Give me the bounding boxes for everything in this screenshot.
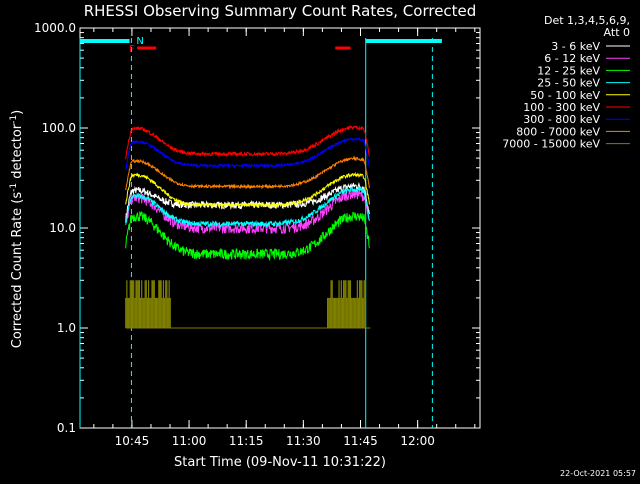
y-axis-label-main: Corrected Count Rate (s	[10, 192, 25, 349]
legend-header-line-1: Det 1,3,4,5,6,9,	[544, 14, 630, 27]
y-axis-label-end: )	[10, 110, 25, 115]
legend-label: 800 - 7000 keV	[516, 125, 600, 138]
series-line	[125, 186, 370, 229]
y-tick-label: 1.0	[57, 321, 76, 335]
flare-flag-label: F	[129, 44, 135, 55]
night-label: N	[136, 36, 143, 47]
legend-label: 50 - 100 keV	[530, 89, 600, 102]
y-axis-label-sup: -1	[9, 183, 19, 192]
y-tick-label: 10.0	[49, 221, 76, 235]
x-tick-label: 11:30	[286, 434, 321, 448]
y-axis-label: Corrected Count Rate (s-1 detector-1)	[9, 110, 25, 348]
series-line	[125, 137, 370, 171]
legend-label: 7000 - 15000 keV	[502, 138, 600, 151]
series-line	[125, 124, 370, 160]
x-tick-label: 11:45	[343, 434, 378, 448]
x-tick-label: 12:00	[400, 434, 435, 448]
y-axis-label-mid: detector	[10, 123, 25, 183]
legend-label: 12 - 25 keV	[537, 64, 600, 77]
series-line	[125, 189, 370, 236]
series-line	[125, 210, 370, 262]
chart-title: RHESSI Observing Summary Count Rates, Co…	[84, 2, 477, 20]
x-axis-label: Start Time (09-Nov-11 10:31:22)	[174, 455, 386, 470]
legend-label: 300 - 800 keV	[523, 113, 600, 126]
y-axis-label-sup2: -1	[9, 115, 19, 124]
x-tick-label: 10:45	[115, 434, 150, 448]
y-tick-label: 0.1	[57, 421, 76, 435]
y-tick-label: 100.0	[42, 121, 76, 135]
x-tick-label: 11:00	[172, 434, 207, 448]
legend-label: 3 - 6 keV	[551, 40, 600, 53]
series-line	[125, 171, 370, 209]
x-tick-label: 11:15	[229, 434, 264, 448]
legend-label: 25 - 50 keV	[537, 77, 600, 90]
series-line	[125, 155, 370, 191]
legend-label: 6 - 12 keV	[544, 52, 600, 65]
y-tick-label: 1000.0	[34, 21, 76, 35]
plot-area: 1000.0 100.0 10.0 1.0 0.1 10:45 11:00 11:15 11:3…	[34, 21, 481, 448]
legend-header-line-2: Att 0	[604, 26, 630, 39]
legend-label: 100 - 300 keV	[523, 101, 600, 114]
footer-timestamp: 22-Oct-2021 05:57	[560, 469, 636, 478]
